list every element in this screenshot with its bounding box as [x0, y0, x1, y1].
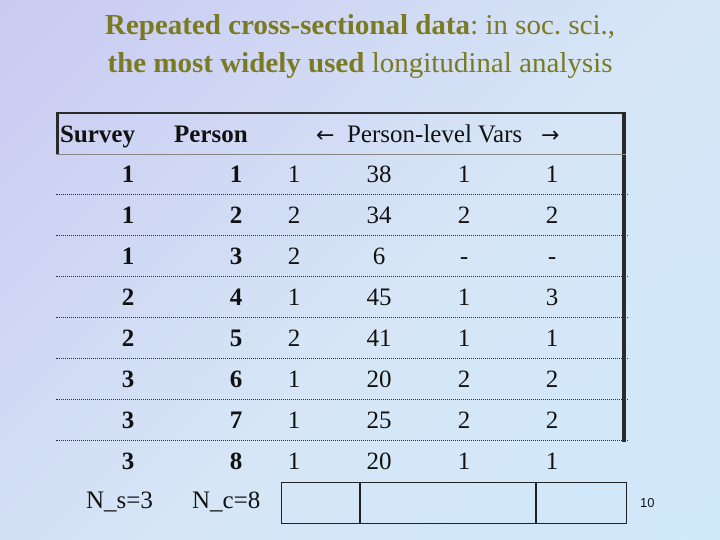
row-divider	[56, 235, 628, 236]
footer-box-3	[535, 482, 627, 524]
table-cell: 3	[121, 448, 135, 475]
title-bold-1: Repeated cross-sectional data	[104, 9, 471, 41]
table-cell: 2	[545, 407, 559, 434]
table-cell: 2	[545, 202, 559, 229]
table-cell: 25	[366, 407, 392, 434]
table-cell: 1	[121, 243, 135, 270]
right-border	[622, 112, 626, 442]
page-number: 10	[640, 495, 655, 510]
table-cell: 38	[366, 161, 392, 188]
header-bottom	[56, 154, 626, 155]
table-cell: 2	[457, 407, 471, 434]
table-cell: 1	[287, 366, 301, 393]
footer-box-1	[281, 482, 361, 524]
table-cell: 2	[457, 366, 471, 393]
table-cell: -	[547, 243, 557, 270]
title-line-2: the most widely used longitudinal analys…	[0, 44, 720, 82]
table-cell: 1	[545, 161, 559, 188]
table-cell: 6	[229, 366, 243, 393]
table-cell: 2	[457, 202, 471, 229]
arrow-left-icon: ←	[316, 123, 335, 148]
table-cell: 20	[366, 366, 392, 393]
table-cell: 2	[121, 325, 135, 352]
header-vars: ← Person-level Vars →	[316, 120, 634, 151]
table-cell: 7	[229, 407, 243, 434]
table-cell: 3	[545, 284, 559, 311]
table-cell: 41	[366, 325, 392, 352]
table-cell: 1	[287, 407, 301, 434]
header-survey: Survey	[60, 121, 135, 148]
left-border	[56, 112, 59, 154]
table-cell: 1	[545, 325, 559, 352]
table-cell: 2	[287, 325, 301, 352]
table-cell: 2	[545, 366, 559, 393]
footer-survey: N_s=3	[86, 487, 153, 514]
row-divider	[56, 194, 628, 195]
data-table: Survey Person ← Person-level Vars → 1 1 1 3…	[56, 112, 628, 524]
footer-person: N_c=8	[192, 487, 261, 514]
table-cell: 20	[366, 448, 392, 475]
table-cell: 1	[121, 161, 135, 188]
table-cell: 1	[545, 448, 559, 475]
table-cell: 2	[287, 202, 301, 229]
table-cell: 6	[372, 243, 386, 270]
table-cell: 1	[287, 284, 301, 311]
row-divider	[56, 440, 628, 441]
row-divider	[56, 358, 628, 359]
row-divider	[56, 399, 628, 400]
table-cell: 1	[287, 448, 301, 475]
table-cell: 1	[287, 161, 301, 188]
table-cell: 1	[229, 161, 243, 188]
header-person: Person	[174, 121, 248, 148]
title-line-1: Repeated cross-sectional data: in soc. s…	[0, 6, 720, 44]
table-cell: -	[459, 243, 469, 270]
table-cell: 3	[229, 243, 243, 270]
table-cell: 2	[287, 243, 301, 270]
table-cell: 2	[229, 202, 243, 229]
table-cell: 1	[457, 448, 471, 475]
arrow-right-icon: →	[540, 123, 560, 148]
top-border	[56, 112, 626, 114]
table-cell: 1	[457, 284, 471, 311]
table-cell: 1	[457, 161, 471, 188]
table-cell: 2	[121, 284, 135, 311]
table-cell: 8	[229, 448, 243, 475]
table-cell: 3	[121, 407, 135, 434]
row-divider	[56, 317, 628, 318]
title-rest-2: longitudinal analysis	[364, 47, 613, 79]
slide-title: Repeated cross-sectional data: in soc. s…	[0, 6, 720, 82]
title-rest-1: : in soc. sci.,	[470, 9, 616, 41]
title-bold-2: the most widely used	[107, 47, 365, 79]
table-cell: 5	[229, 325, 243, 352]
table-cell: 1	[121, 202, 135, 229]
table-cell: 34	[366, 202, 392, 229]
table-cell: 45	[366, 284, 392, 311]
table-cell: 4	[229, 284, 243, 311]
table-cell: 3	[121, 366, 135, 393]
header-vars-label: Person-level Vars	[346, 121, 523, 148]
footer-box-2	[359, 482, 537, 524]
table-cell: 1	[457, 325, 471, 352]
row-divider	[56, 276, 628, 277]
